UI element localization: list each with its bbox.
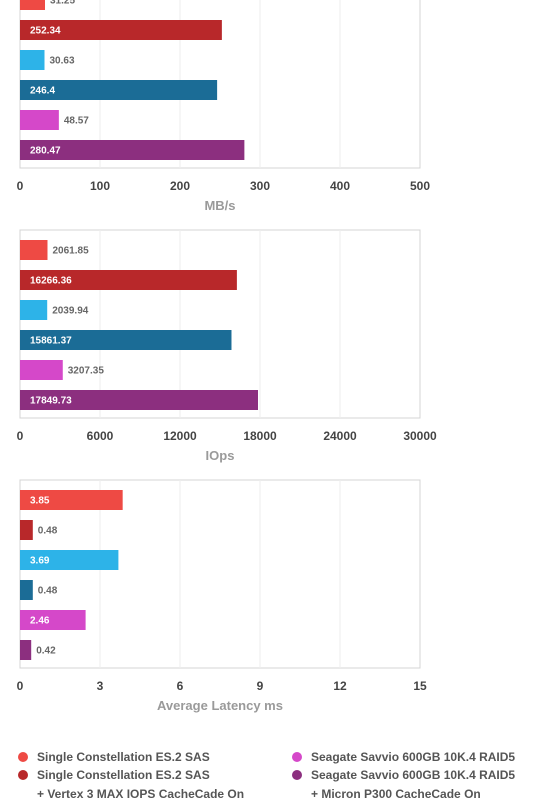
bar — [20, 80, 218, 100]
legend-label-line2: + Vertex 3 MAX IOPS CacheCade On — [37, 787, 245, 801]
x-tick-label: 18000 — [243, 429, 277, 443]
bar-value-label: 252.34 — [30, 26, 61, 37]
legend-color-dot — [292, 752, 302, 762]
chart-svg: 0 6000 12000 18000 24000 30000 IOps 2061.85 1626… — [17, 229, 437, 463]
bar — [20, 390, 258, 410]
x-tick-label: 30000 — [403, 429, 437, 443]
bar-value-label: 0.48 — [38, 586, 58, 597]
bar — [20, 580, 33, 600]
x-tick-label: 500 — [410, 179, 430, 193]
legend-label-line2: + Micron P300 CacheCade On — [311, 787, 481, 801]
bar-value-label: 15861.37 — [30, 336, 72, 347]
bar-value-label: 0.48 — [38, 526, 58, 537]
x-tick-label: 3 — [97, 679, 104, 693]
throughput-chart: 0 100 200 300 400 500 MB/s 31.25 252.34 30.63 246.… — [0, 0, 560, 215]
x-tick-label: 9 — [257, 679, 264, 693]
x-axis-label: MB/s — [204, 198, 235, 213]
x-tick-label: 0 — [17, 179, 24, 193]
bar — [20, 240, 48, 260]
bar-value-label: 3.85 — [30, 496, 50, 507]
x-tick-label: 400 — [330, 179, 350, 193]
bar-value-label: 16266.36 — [30, 276, 72, 287]
bar-value-label: 30.63 — [50, 56, 75, 67]
bar — [20, 300, 48, 320]
bar-value-label: 2.46 — [30, 616, 50, 627]
bar — [20, 610, 86, 630]
legend-color-dot — [292, 770, 302, 780]
x-tick-label: 12 — [333, 679, 347, 693]
bar-value-label: 3207.35 — [68, 366, 105, 377]
bar — [20, 330, 232, 350]
bar — [20, 50, 45, 70]
bar — [20, 490, 123, 510]
bar — [20, 520, 33, 540]
bar-value-label: 280.47 — [30, 146, 61, 157]
x-tick-label: 24000 — [323, 429, 357, 443]
bar-value-label: 48.57 — [64, 116, 89, 127]
bar — [20, 270, 237, 290]
legend-label: Seagate Savvio 600GB 10K.4 RAID5 — [311, 768, 516, 782]
bar-value-label: 3.69 — [30, 556, 50, 567]
legend-label: Seagate Savvio 600GB 10K.4 RAID5 — [311, 750, 516, 764]
legend-label: Single Constellation ES.2 SAS — [37, 750, 210, 764]
bar — [20, 640, 32, 660]
bar — [20, 0, 45, 10]
bar-value-label: 246.4 — [30, 86, 55, 97]
bar-value-label: 2039.94 — [52, 306, 89, 317]
x-tick-label: 12000 — [163, 429, 197, 443]
x-tick-label: 6000 — [87, 429, 114, 443]
x-tick-label: 6 — [177, 679, 184, 693]
x-axis-label: IOps — [206, 448, 235, 463]
x-tick-label: 100 — [90, 179, 110, 193]
chart-svg: 0 3 6 9 12 15 Average Latency ms 3.85 0.48 3.69 0.… — [17, 479, 427, 713]
x-tick-label: 0 — [17, 429, 24, 443]
plot-area — [19, 479, 421, 669]
bar-value-label: 31.25 — [50, 0, 75, 7]
bar-value-label: 2061.85 — [52, 246, 89, 257]
iops-chart: 0 6000 12000 18000 24000 30000 IOps 2061.85 1626… — [0, 215, 560, 465]
bar-value-label: 17849.73 — [30, 396, 72, 407]
bar — [20, 550, 119, 570]
latency-chart: 0 3 6 9 12 15 Average Latency ms 3.85 0.48 3.69 0.… — [0, 465, 560, 725]
bar — [20, 140, 245, 160]
x-tick-label: 200 — [170, 179, 190, 193]
x-tick-label: 15 — [413, 679, 427, 693]
chart-svg: 0 100 200 300 400 500 MB/s 31.25 252.34 30.63 246.… — [17, 0, 430, 213]
legend-color-dot — [18, 770, 28, 780]
chart-legend: Single Constellation ES.2 SAS Single Con… — [0, 742, 560, 801]
bar-value-label: 0.42 — [36, 646, 56, 657]
x-tick-label: 0 — [17, 679, 24, 693]
x-tick-label: 300 — [250, 179, 270, 193]
legend-color-dot — [18, 752, 28, 762]
x-axis-label: Average Latency ms — [157, 698, 283, 713]
bar — [20, 360, 63, 380]
bar — [20, 110, 59, 130]
bar — [20, 20, 222, 40]
legend-label: Single Constellation ES.2 SAS — [37, 768, 210, 782]
plot-area — [19, 229, 421, 419]
